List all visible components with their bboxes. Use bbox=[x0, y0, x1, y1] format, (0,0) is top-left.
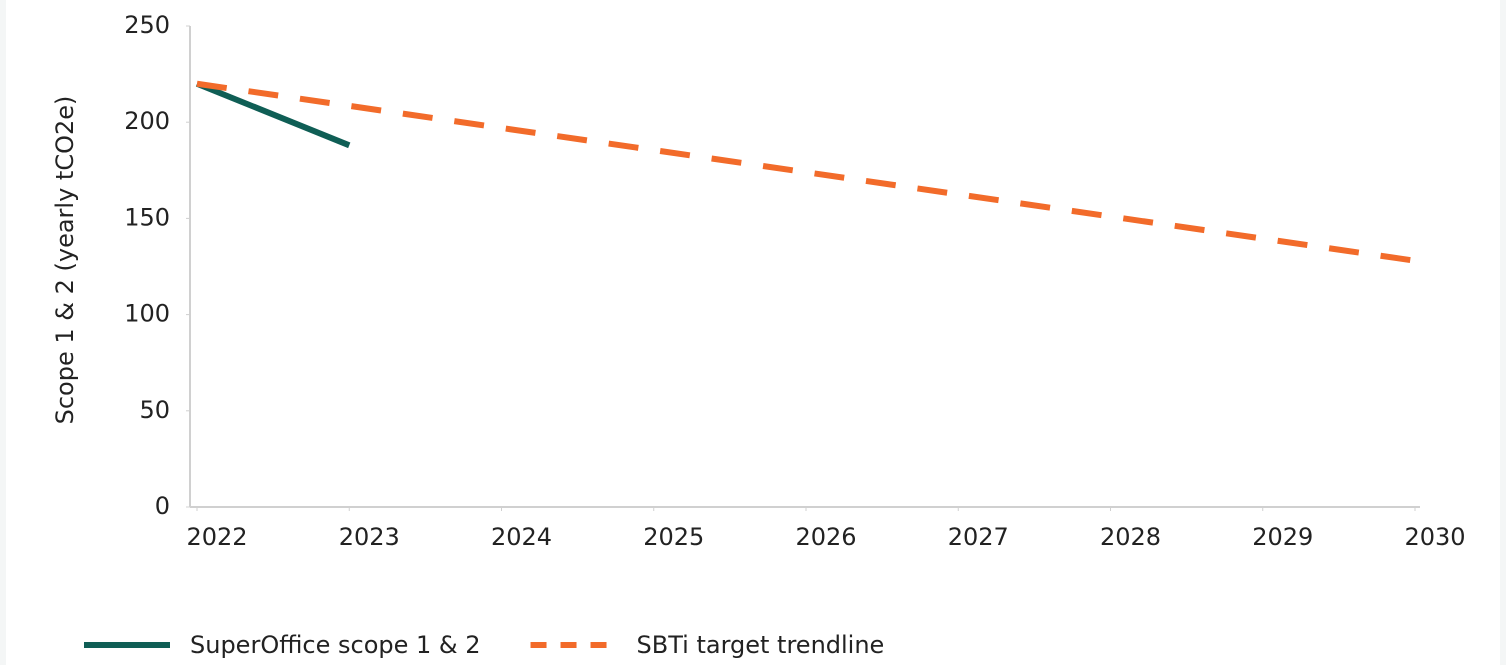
y-tick-label: 200 bbox=[124, 107, 170, 135]
x-tick-label: 2024 bbox=[491, 523, 552, 551]
y-axis-label: Scope 1 & 2 (yearly tCO2e) bbox=[51, 96, 79, 425]
x-tick-label: 2029 bbox=[1252, 523, 1313, 551]
y-tick-label: 100 bbox=[124, 300, 170, 328]
legend-label: SuperOffice scope 1 & 2 bbox=[190, 631, 481, 659]
x-tick-label: 2025 bbox=[643, 523, 704, 551]
y-tick-label: 50 bbox=[139, 396, 170, 424]
x-tick-label: 2023 bbox=[339, 523, 400, 551]
legend-label: SBTi target trendline bbox=[637, 631, 885, 659]
x-tick-label: 2026 bbox=[795, 523, 856, 551]
series-line bbox=[195, 80, 351, 149]
x-tick-label: 2030 bbox=[1404, 523, 1465, 551]
y-tick-label: 150 bbox=[124, 203, 170, 231]
x-tick-label: 2028 bbox=[1100, 523, 1161, 551]
y-tick-label: 250 bbox=[124, 11, 170, 39]
x-tick-label: 2022 bbox=[186, 523, 247, 551]
x-tick-label: 2027 bbox=[948, 523, 1009, 551]
plot-background bbox=[6, 0, 1500, 665]
y-tick-label: 0 bbox=[155, 492, 170, 520]
